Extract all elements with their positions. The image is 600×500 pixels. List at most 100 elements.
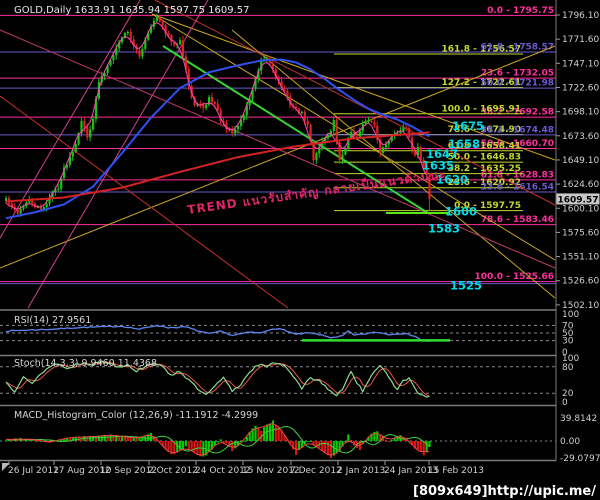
candle-body — [89, 129, 92, 138]
stoch-panel[interactable] — [0, 356, 556, 405]
candle-body — [376, 125, 379, 140]
candle-body — [225, 122, 228, 130]
candle-body — [245, 105, 248, 116]
candle-body — [54, 189, 57, 192]
level-label: 1525 — [450, 279, 482, 293]
candle-body — [48, 197, 51, 204]
main-chart-area[interactable] — [0, 0, 556, 309]
candle-body — [205, 104, 208, 109]
candle-body — [402, 127, 405, 132]
macd-panel[interactable] — [0, 406, 556, 460]
macd-histogram-bar — [222, 441, 225, 444]
date-label: 10 Sep 2012 — [100, 466, 157, 476]
macd-histogram-bar — [326, 441, 330, 456]
macd-histogram-bar — [176, 441, 179, 453]
price-tick-label: 1502.10 — [562, 301, 599, 311]
candle-body — [167, 33, 170, 36]
candle-body — [132, 39, 135, 46]
macd-histogram-bar — [332, 441, 335, 456]
candle-body — [297, 108, 301, 114]
stoch-scale-label: 0 — [562, 398, 568, 408]
candle-body — [141, 48, 144, 57]
candle-body — [405, 127, 408, 129]
candle-body — [173, 41, 176, 45]
candle-body — [350, 131, 353, 138]
macd-histogram-bar — [48, 441, 51, 443]
macd-histogram-bar — [205, 441, 208, 456]
macd-histogram-bar — [118, 436, 121, 441]
macd-histogram-bar — [103, 434, 106, 441]
candle-body — [222, 121, 225, 123]
candle-body — [118, 42, 121, 49]
macd-histogram-bar — [86, 437, 89, 441]
candle-body — [150, 26, 153, 33]
date-label: 24 Oct 2012 — [195, 466, 251, 476]
fib-magenta-label: 78.6 - 1583.46 — [481, 215, 554, 225]
macd-histogram-bar — [109, 434, 112, 441]
macd-histogram-bar — [213, 441, 216, 446]
candle-body — [367, 120, 370, 122]
current-price-label: 1609.57 — [558, 195, 599, 205]
candle-body — [364, 120, 367, 125]
candle-body — [300, 111, 303, 114]
macd-histogram-bar — [422, 441, 425, 456]
macd-histogram-bar — [379, 434, 382, 441]
candle-body — [384, 144, 388, 148]
candle-body — [338, 141, 341, 160]
macd-histogram-bar — [338, 441, 341, 452]
rsi-panel[interactable] — [0, 311, 556, 355]
macd-histogram-bar — [411, 441, 414, 446]
candle-body — [22, 206, 25, 209]
candle-body — [274, 69, 277, 77]
macd-histogram-bar — [428, 441, 431, 448]
macd-histogram-bar — [277, 426, 280, 441]
macd-histogram-bar — [161, 441, 164, 447]
magenta-steep-2 — [27, 0, 209, 309]
macd-histogram-bar — [312, 441, 315, 445]
candle-body — [251, 89, 254, 99]
macd-histogram-bar — [28, 439, 31, 441]
macd-histogram-bar — [167, 441, 170, 453]
macd-histogram-bar — [300, 441, 303, 448]
candle-body — [382, 147, 385, 153]
candle-body — [31, 199, 34, 204]
yellow-ascending — [0, 45, 556, 269]
yellow-fan-3 — [231, 29, 556, 299]
fib-chartreuse-label: 100.0 - 1695.91 — [442, 104, 521, 114]
level-label: 1583 — [428, 222, 460, 236]
candle-body — [303, 111, 306, 121]
macd-histogram-bar — [234, 441, 237, 449]
macd-histogram-bar — [22, 439, 25, 441]
stoch-signal-line — [5, 361, 430, 397]
candle-body — [370, 120, 373, 123]
candle-body — [248, 98, 251, 106]
price-tick-label: 1722.60 — [562, 83, 599, 93]
candle-body — [170, 35, 173, 42]
candle-body — [129, 32, 132, 40]
candle-body — [321, 141, 324, 149]
candle-body — [399, 131, 402, 134]
candle-body — [341, 154, 344, 160]
macd-histogram-bar — [106, 435, 109, 441]
candle-body — [239, 119, 243, 127]
candle-body — [358, 130, 361, 137]
macd-histogram-bar — [210, 441, 214, 450]
macd-histogram-bar — [280, 430, 283, 441]
time-axis-marker — [2, 463, 10, 471]
candle-body — [210, 97, 214, 103]
macd-histogram-bar — [268, 423, 272, 441]
macd-histogram-bar — [144, 436, 147, 441]
date-label: 2 Jan 2013 — [337, 466, 385, 476]
macd-histogram-bar — [63, 438, 66, 441]
rsi-scale-label: 100 — [562, 310, 579, 320]
candle-body — [199, 103, 202, 105]
candle-body — [42, 207, 45, 210]
level-label: 1635 — [422, 159, 454, 173]
candle-body — [408, 128, 411, 138]
macd-histogram-bar — [292, 441, 295, 450]
time-axis[interactable] — [0, 461, 556, 478]
candle-body — [60, 177, 63, 189]
price-axis[interactable] — [557, 0, 600, 460]
rsi-scale-label: 0 — [562, 348, 568, 358]
